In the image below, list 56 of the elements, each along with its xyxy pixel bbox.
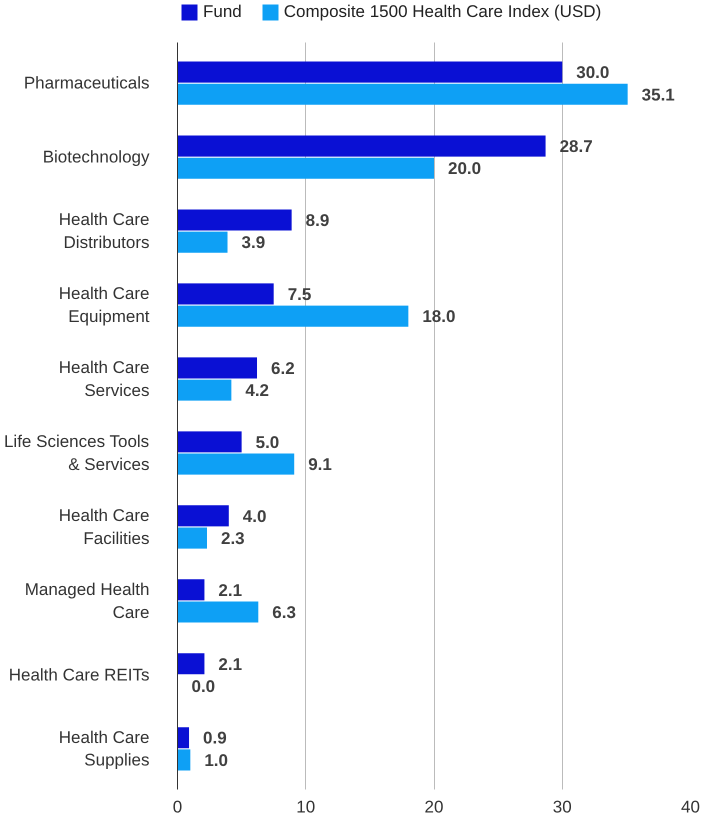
data-label: 0.9: [203, 728, 227, 748]
y-tick-label: Biotechnology: [42, 148, 150, 167]
bar: [178, 380, 232, 401]
y-tick-label: Health Care Distributors: [58, 210, 150, 252]
bar: [178, 158, 434, 179]
y-tick-label: Health Care Services: [58, 358, 150, 400]
bar: [178, 527, 207, 549]
data-label: 2.1: [218, 580, 242, 600]
x-tick-label: 20: [424, 798, 444, 816]
bar: [178, 653, 204, 674]
bar: [178, 209, 292, 231]
y-tick-label: Managed Health Care: [24, 580, 150, 622]
x-tick-label: 10: [296, 798, 316, 816]
legend-label: Composite 1500 Health Care Index (USD): [284, 2, 602, 22]
data-label: 1.0: [204, 750, 228, 770]
data-label: 0.0: [192, 676, 216, 696]
bar: [178, 431, 242, 452]
data-label: 20.0: [448, 159, 482, 178]
y-tick-label: Pharmaceuticals: [24, 74, 150, 93]
data-label: 7.5: [288, 284, 312, 304]
bar: [178, 505, 229, 526]
data-label: 5.0: [256, 432, 280, 452]
data-label: 3.9: [242, 233, 266, 252]
data-label: 4.0: [242, 506, 266, 526]
data-label: 2.3: [220, 529, 245, 548]
bar: [178, 306, 408, 327]
data-label: 6.2: [271, 358, 295, 378]
data-label: 9.1: [308, 455, 332, 474]
bar: [178, 357, 258, 378]
bar: [178, 727, 190, 748]
bar: [178, 232, 228, 253]
bar: [178, 749, 190, 770]
y-tick-label: Health Care Supplies: [58, 728, 150, 770]
data-label: 30.0: [576, 63, 610, 82]
bar: [178, 84, 628, 105]
x-tick-label: 40: [681, 798, 700, 816]
data-label: 6.3: [272, 602, 296, 622]
x-tick-label: 30: [552, 798, 572, 816]
data-label: 4.2: [245, 381, 270, 400]
data-label: 8.9: [306, 211, 330, 230]
legend-label: Fund: [203, 2, 242, 22]
bar: [178, 136, 546, 157]
data-label: 35.1: [642, 85, 675, 104]
y-tick-label: Life Sciences Tools & Services: [4, 432, 150, 474]
bar: [178, 579, 204, 600]
y-tick-label: Health Care Equipment: [58, 284, 150, 326]
data-label: 2.1: [218, 654, 242, 674]
y-tick-label: Health Care REITs: [8, 665, 150, 684]
bar: [178, 601, 258, 623]
data-label: 28.7: [560, 137, 593, 156]
bar: [178, 62, 562, 83]
bar: [178, 283, 274, 305]
data-label: 18.0: [422, 307, 456, 326]
x-tick-label: 0: [172, 798, 182, 816]
bar: [178, 454, 294, 475]
y-tick-label: Health Care Facilities: [58, 506, 150, 548]
